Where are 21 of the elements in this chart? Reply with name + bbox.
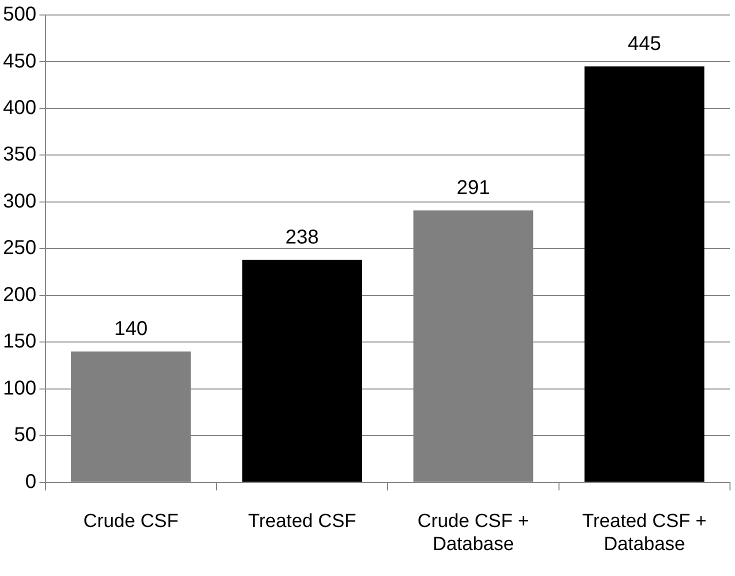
bar [242, 260, 362, 482]
y-tick-label: 500 [2, 4, 36, 26]
y-tick-label: 150 [2, 330, 36, 353]
y-tick-label: 50 [14, 424, 36, 446]
x-tick-label: Crude CSF [83, 511, 178, 532]
y-tick-label: 350 [2, 144, 36, 166]
y-tick-label: 250 [2, 237, 36, 260]
y-tick-label: 300 [2, 190, 36, 212]
bar [584, 66, 704, 482]
y-tick-label: 200 [2, 284, 36, 306]
data-label: 445 [628, 32, 662, 55]
data-label: 140 [114, 318, 148, 340]
y-tick-label: 400 [2, 96, 36, 119]
x-tick-label: Treated CSF + Database [582, 511, 707, 555]
y-tick-label: 0 [25, 470, 36, 493]
x-tick-label: Crude CSF + Database [418, 511, 529, 555]
x-tick-label: Treated CSF [248, 511, 356, 532]
y-tick-label: 450 [2, 50, 36, 72]
data-label: 291 [456, 176, 490, 199]
y-tick-label: 100 [2, 377, 36, 400]
data-label: 238 [285, 226, 319, 248]
